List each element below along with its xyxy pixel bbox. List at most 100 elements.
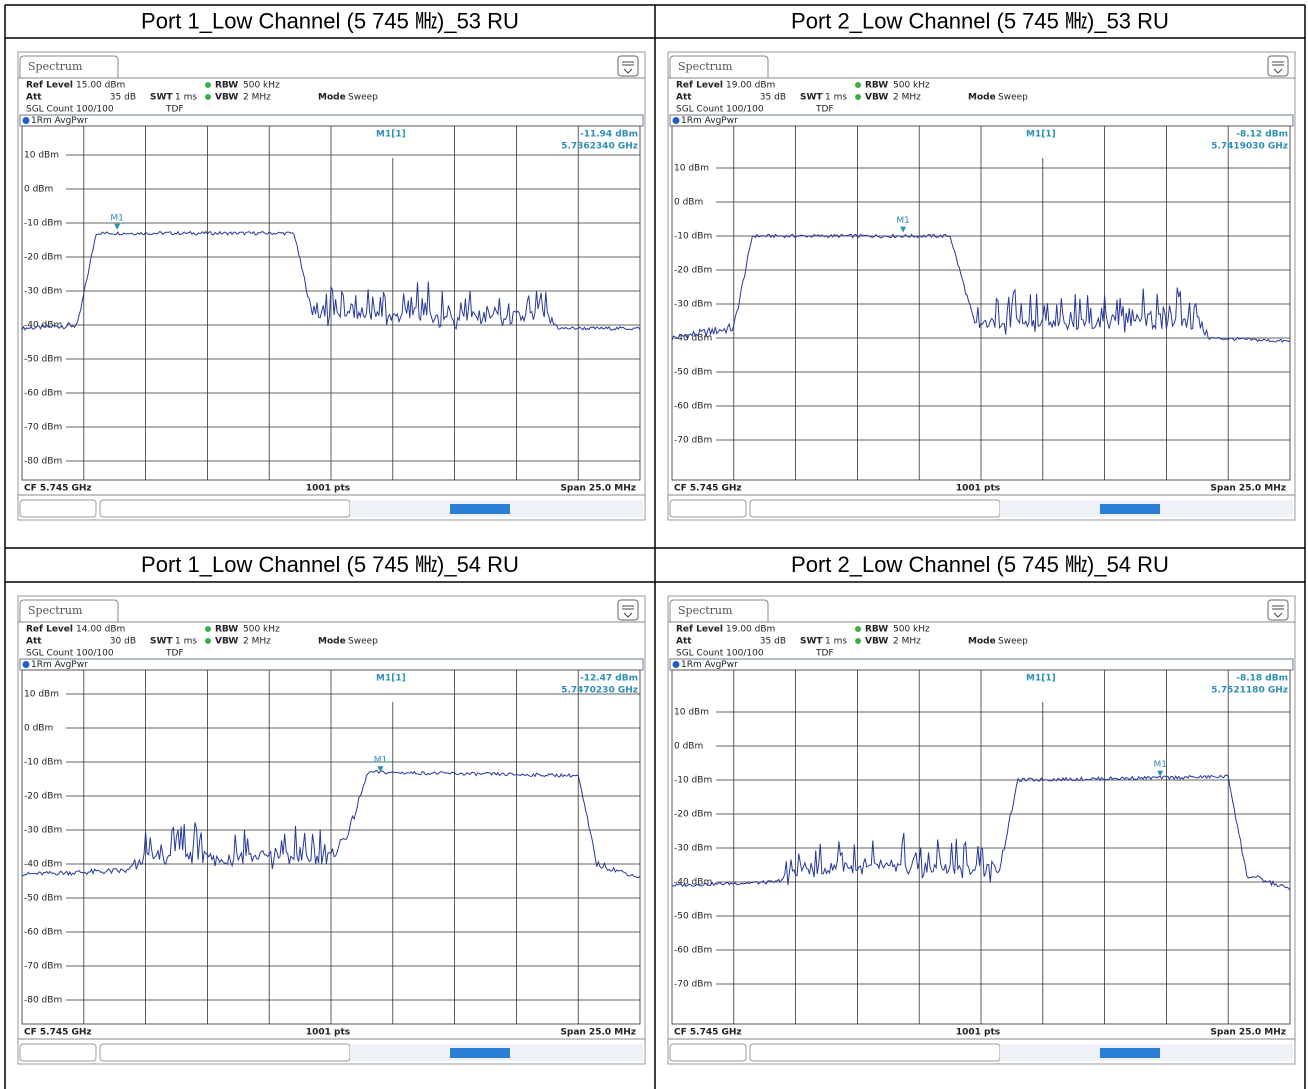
status-field [669, 1043, 747, 1062]
trace-dot [672, 117, 680, 124]
y-axis-label: -10 dBm [674, 776, 712, 786]
att-label: Att [676, 637, 692, 647]
trace-bar [669, 658, 1294, 671]
y-axis-label: -30 dBm [24, 287, 62, 297]
marker-level: -12.47 dBm [580, 674, 638, 684]
att: 30 dB [110, 637, 136, 647]
y-axis-label: 10 dBm [674, 164, 709, 174]
center-frequency: CF 5.745 GHz [674, 484, 742, 494]
sgl-count: SGL Count 100/100 [676, 649, 764, 659]
swt: 1 ms [175, 637, 197, 647]
marker-freq: 5.7419030 GHz [1211, 142, 1288, 152]
cell-title: Port 2_Low Channel (5 745 ㎒)_54 RU [791, 552, 1169, 577]
marker [114, 223, 121, 230]
rbw: 500 kHz [893, 625, 930, 635]
marker-level: -8.12 dBm [1236, 130, 1288, 140]
y-axis-label: -10 dBm [24, 219, 62, 229]
status-dot [205, 626, 211, 632]
att: 35 dB [760, 637, 786, 647]
sweep-points: 1001 pts [956, 1028, 1000, 1038]
rbw-label: RBW [865, 81, 888, 91]
analyzer-screen: Spectrum Ref Level 19.00 dBm RBW 500 kHz Att 3… [667, 51, 1296, 521]
center-frequency: CF 5.745 GHz [674, 1028, 742, 1038]
marker-name: M1[1] [376, 130, 406, 140]
vbw-label: VBW [865, 93, 888, 103]
cell-title: Port 2_Low Channel (5 745 ㎒)_53 RU [791, 8, 1169, 33]
status-field [19, 499, 97, 518]
att-label: Att [26, 637, 42, 647]
menu-icon [1267, 55, 1289, 77]
sweep-points: 1001 pts [306, 1028, 350, 1038]
y-axis-label: 0 dBm [674, 198, 703, 208]
status-field [99, 1043, 351, 1062]
rbw: 500 kHz [243, 81, 280, 91]
mode: Sweep [348, 93, 378, 103]
mode-label: Mode [318, 637, 346, 647]
rbw-label: RBW [865, 625, 888, 635]
y-axis-label: -20 dBm [24, 792, 62, 802]
y-axis-label: -10 dBm [674, 232, 712, 242]
att-label: Att [26, 93, 42, 103]
att-label: Att [676, 93, 692, 103]
marker-tag: M1 [896, 216, 910, 226]
sgl-count: SGL Count 100/100 [26, 649, 114, 659]
tab [19, 599, 119, 622]
tab-label: Spectrum [678, 604, 733, 617]
marker-name: M1[1] [376, 674, 406, 684]
y-axis-label: -30 dBm [674, 844, 712, 854]
tab [669, 599, 769, 622]
trace-bar [19, 658, 644, 671]
y-axis-label: -60 dBm [674, 946, 712, 956]
y-axis-label: 10 dBm [24, 151, 59, 161]
menu-icon [617, 599, 639, 621]
ref-level: 14.00 dBm [76, 625, 125, 635]
trace [21, 770, 641, 879]
cell-title: Port 1_Low Channel (5 745 ㎒)_54 RU [141, 552, 519, 577]
analyzer-screen: Spectrum Ref Level 19.00 dBm RBW 500 kHz Att 3… [667, 595, 1296, 1065]
y-axis-label: -60 dBm [24, 928, 62, 938]
y-axis-label: -60 dBm [24, 389, 62, 399]
trace-label: 1Rm AvgPwr [31, 660, 88, 670]
status-dot [855, 626, 861, 632]
menu-icon-glyph [622, 61, 634, 74]
menu-icon-glyph [622, 605, 634, 618]
marker-level: -11.94 dBm [580, 130, 638, 140]
ref-level: 19.00 dBm [726, 81, 775, 91]
tdf: TDF [815, 649, 834, 659]
tab-label: Spectrum [28, 60, 83, 73]
status-dot [205, 94, 211, 100]
menu-icon [617, 55, 639, 77]
swt: 1 ms [825, 637, 847, 647]
trace [671, 233, 1291, 343]
span: Span 25.0 MHz [560, 1028, 636, 1038]
y-axis-label: 0 dBm [24, 185, 53, 195]
marker-level: -8.18 dBm [1236, 674, 1288, 684]
trace-label: 1Rm AvgPwr [681, 660, 738, 670]
trace [21, 230, 641, 331]
tab-label: Spectrum [678, 60, 733, 73]
y-axis-label: -60 dBm [674, 402, 712, 412]
status-field [669, 499, 747, 518]
y-axis-label: 10 dBm [674, 708, 709, 718]
tab [669, 55, 769, 78]
trace-dot [672, 661, 680, 668]
tdf: TDF [815, 105, 834, 115]
y-axis-label: -10 dBm [24, 758, 62, 768]
trace-label: 1Rm AvgPwr [31, 116, 88, 126]
y-axis-label: -80 dBm [24, 457, 62, 467]
y-axis-label: 0 dBm [674, 742, 703, 752]
att: 35 dB [760, 93, 786, 103]
y-axis-label: -50 dBm [24, 355, 62, 365]
trace-bar [669, 114, 1294, 127]
vbw-label: VBW [215, 637, 238, 647]
y-axis-label: -50 dBm [674, 912, 712, 922]
swt: 1 ms [825, 93, 847, 103]
trace-dot [22, 661, 30, 668]
marker-name: M1[1] [1026, 130, 1056, 140]
status-dot [205, 82, 211, 88]
ref-level-label: Ref Level [676, 81, 723, 91]
status-field [19, 1043, 97, 1062]
marker [900, 226, 907, 233]
analyzer-screen: Spectrum Ref Level 15.00 dBm RBW 500 kHz Att 3… [17, 51, 646, 521]
marker-tag: M1 [110, 213, 124, 223]
